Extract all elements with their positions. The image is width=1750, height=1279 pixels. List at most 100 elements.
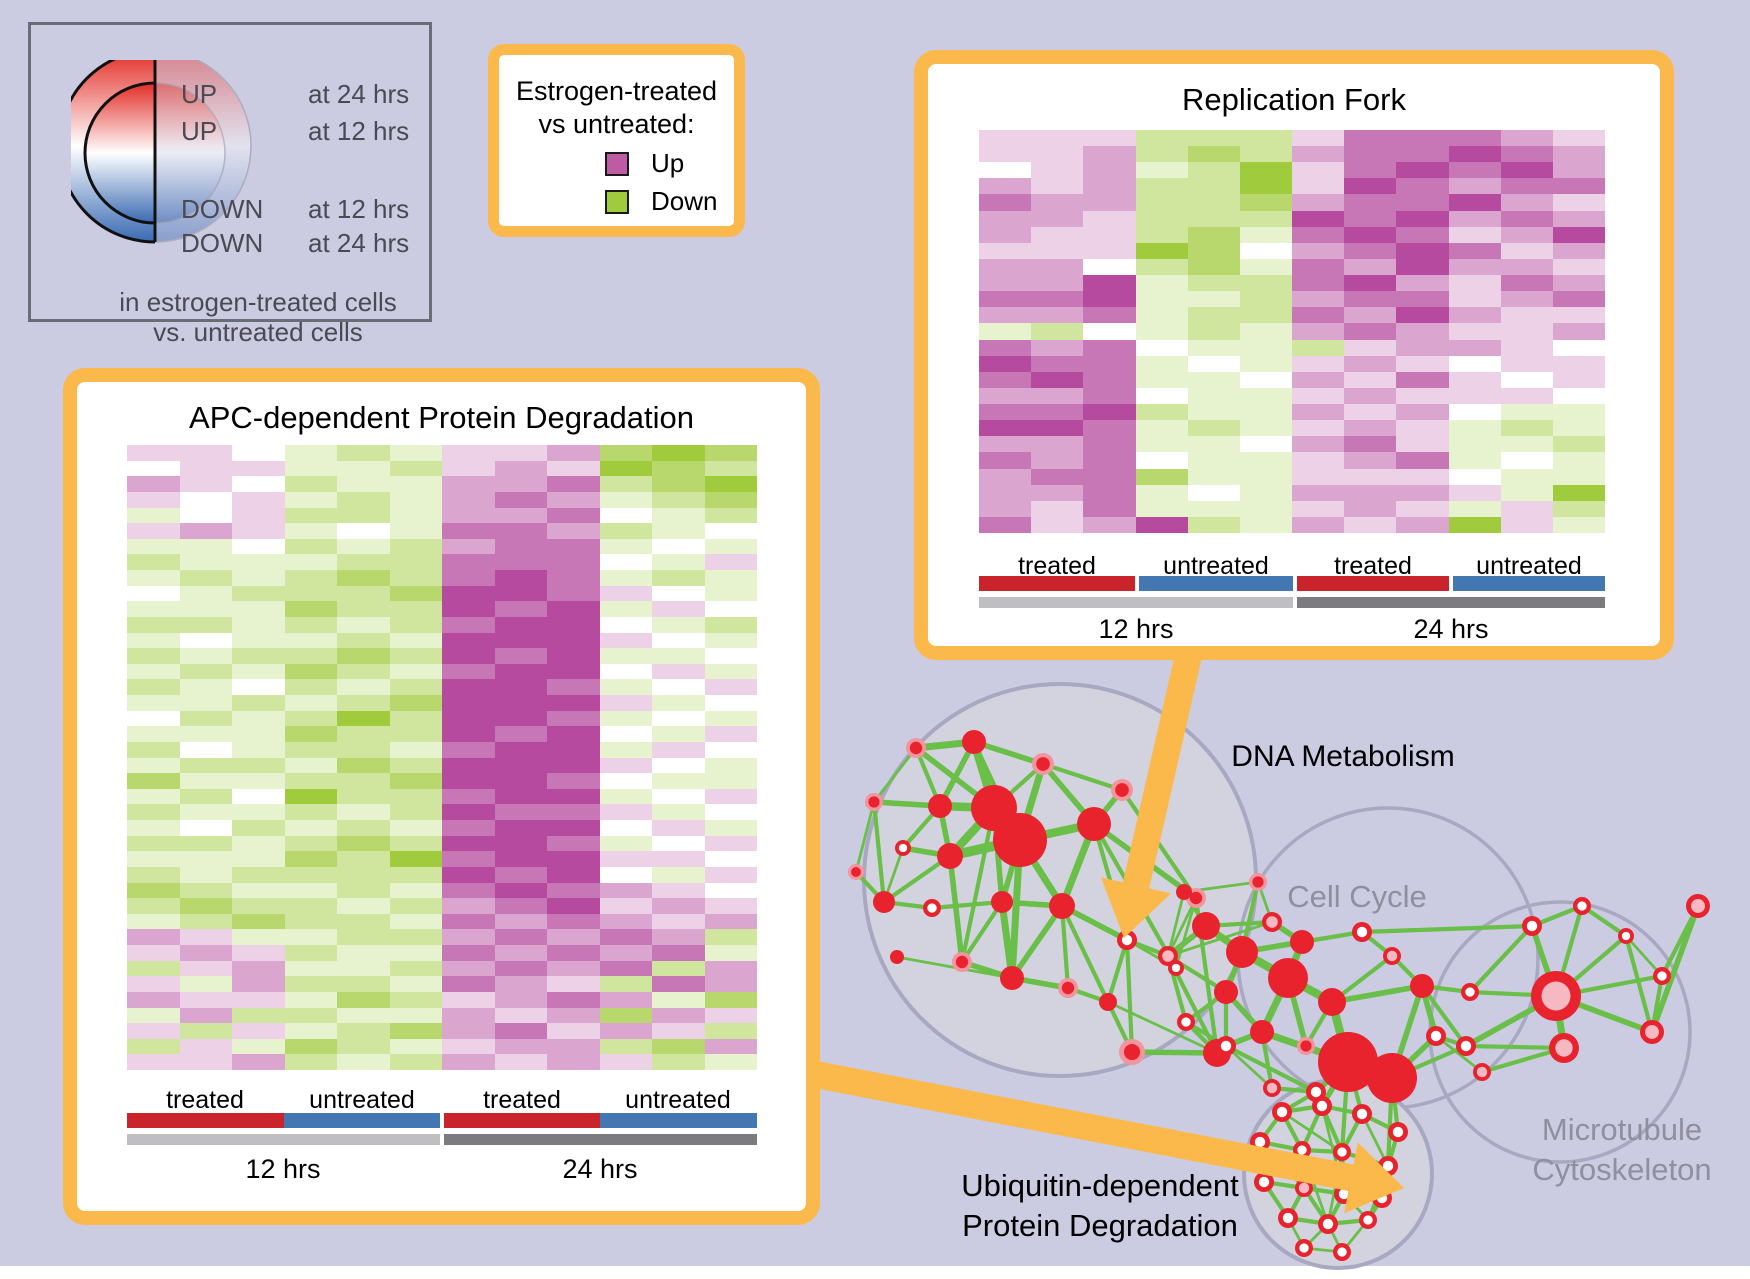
heatmap-cell — [179, 1054, 232, 1070]
heatmap-cell — [179, 866, 232, 883]
heatmap-cell — [1239, 436, 1292, 453]
heatmap-cell — [1239, 387, 1292, 405]
heatmap-cell — [179, 804, 232, 820]
heatmap-cell — [127, 476, 180, 492]
heatmap-cell — [232, 632, 285, 649]
heatmap-cell — [547, 1054, 600, 1070]
heatmap-cell — [1239, 468, 1292, 485]
heatmap-cell — [232, 648, 285, 664]
heatmap-cell — [1396, 162, 1449, 179]
heatmap-cell — [599, 882, 652, 899]
heatmap-cell — [442, 851, 495, 867]
heatmap-cell — [389, 976, 442, 992]
heatmap-cell — [442, 757, 495, 774]
repl-12hrs-label: 12 hrs — [1098, 614, 1174, 644]
heatmap-cell — [1448, 339, 1501, 356]
heatmap-cell — [179, 929, 232, 945]
heatmap-cell — [337, 913, 390, 930]
heatmap-cell — [1187, 452, 1240, 469]
heatmap-cell — [547, 585, 600, 602]
heatmap-cell — [599, 1023, 652, 1039]
estrogen-legend-title-line1: Estrogen-treated — [515, 76, 718, 106]
heatmap-cell — [652, 460, 705, 477]
heatmap-cell — [599, 726, 652, 742]
heatmap-cell — [127, 757, 180, 774]
heatmap-cell — [442, 1038, 495, 1055]
heatmap-cell — [979, 404, 1032, 421]
heatmap-cell — [1135, 452, 1188, 469]
heatmap-cell — [232, 1038, 285, 1055]
heatmap-cell — [1239, 307, 1292, 324]
heatmap-cell — [1135, 339, 1188, 356]
heatmap-cell — [442, 1023, 495, 1039]
heatmap-cell — [1500, 387, 1553, 405]
heatmap-cell — [389, 1054, 442, 1070]
heatmap-cell — [979, 500, 1032, 517]
heatmap-cell — [599, 945, 652, 961]
heatmap-cell — [337, 773, 390, 789]
heatmap-cell — [1292, 242, 1345, 259]
heatmap-cell — [1187, 404, 1240, 421]
heatmap-cell — [284, 538, 337, 555]
heatmap-cell — [599, 570, 652, 586]
heatmap-cell — [979, 178, 1032, 195]
heatmap-cell — [1187, 339, 1240, 356]
heatmap-cell — [1448, 146, 1501, 163]
heatmap-cell — [179, 523, 232, 539]
heatmap-cell — [179, 851, 232, 867]
heatmap-cell — [337, 991, 390, 1008]
heatmap-cell — [442, 585, 495, 602]
heatmap-cell — [979, 210, 1032, 227]
heatmap-cell — [442, 632, 495, 649]
heatmap-cell — [1552, 178, 1605, 195]
heatmap-cell — [1187, 355, 1240, 372]
heatmap-cell — [337, 1054, 390, 1070]
heatmap-cell — [704, 648, 757, 664]
apc-panel-title: APC-dependent Protein Degradation — [189, 400, 694, 435]
heatmap-cell — [1239, 146, 1292, 163]
heatmap-cell — [494, 1007, 547, 1024]
heatmap-cell — [1344, 355, 1397, 372]
heatmap-cell — [494, 445, 547, 461]
heatmap-cell — [494, 554, 547, 570]
heatmap-cell — [704, 523, 757, 539]
heatmap-cell — [1083, 420, 1136, 437]
heatmap-cell — [1083, 178, 1136, 195]
heatmap-cell — [1187, 516, 1240, 533]
heatmap-cell — [1292, 210, 1345, 227]
heatmap-cell — [494, 491, 547, 508]
heatmap-cell — [337, 710, 390, 727]
heatmap-cell — [1292, 291, 1345, 308]
heatmap-cell — [704, 757, 757, 774]
heatmap-cell — [127, 804, 180, 820]
heatmap-cell — [1135, 323, 1188, 340]
heatmap-cell — [232, 945, 285, 961]
heatmap-cell — [494, 929, 547, 945]
heatmap-cell — [652, 616, 705, 633]
heatmap-cell — [652, 523, 705, 539]
heatmap-cell — [284, 866, 337, 883]
heatmap-cell — [704, 679, 757, 695]
heatmap-cell — [547, 663, 600, 680]
heatmap-cell — [284, 1054, 337, 1070]
heatmap-cell — [652, 773, 705, 789]
heatmap-cell — [442, 898, 495, 914]
heatmap-cell — [1292, 275, 1345, 292]
apc-treated-bar-12 — [127, 1113, 284, 1128]
heatmap-cell — [1135, 371, 1188, 388]
heatmap-cell — [704, 695, 757, 711]
heatmap-cell — [1500, 291, 1553, 308]
heatmap-cell — [1083, 484, 1136, 501]
heatmap-cell — [599, 991, 652, 1008]
heatmap-cell — [1083, 468, 1136, 485]
heatmap-cell — [1396, 323, 1449, 340]
legend-down-24: DOWN — [181, 228, 264, 258]
heatmap-cell — [704, 788, 757, 805]
heatmap-cell — [704, 929, 757, 945]
heatmap-cell — [1031, 194, 1084, 211]
heatmap-cell — [127, 788, 180, 805]
heatmap-cell — [232, 773, 285, 789]
heatmap-cell — [547, 898, 600, 914]
heatmap-cell — [284, 523, 337, 539]
heatmap-cell — [232, 538, 285, 555]
